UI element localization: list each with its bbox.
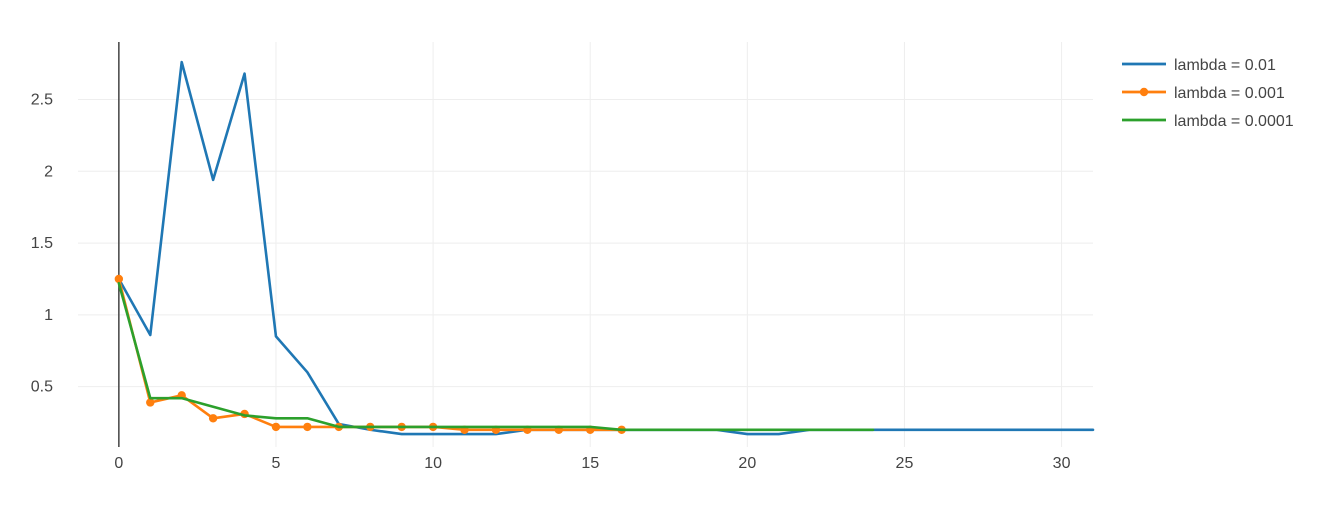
y-tick-label: 0.5	[31, 379, 53, 396]
x-tick-label: 30	[1053, 455, 1071, 472]
legend-item[interactable]: lambda = 0.0001	[1122, 113, 1294, 130]
data-point-marker	[114, 274, 124, 284]
legend[interactable]: lambda = 0.01 lambda = 0.001 lambda = 0.00…	[1122, 57, 1294, 130]
series-line-0	[117, 60, 1095, 436]
legend-label: lambda = 0.01	[1174, 57, 1276, 74]
legend-label: lambda = 0.0001	[1174, 113, 1294, 130]
y-tick-label: 1	[44, 307, 53, 324]
x-tick-label: 10	[424, 455, 442, 472]
series-line-2	[117, 281, 875, 432]
y-tick-label: 2	[44, 163, 53, 180]
grid-lines	[78, 42, 1093, 447]
data-point-marker	[146, 398, 155, 407]
data-point-marker	[208, 414, 218, 423]
x-tick-label: 25	[896, 455, 914, 472]
legend-label: lambda = 0.001	[1174, 85, 1285, 102]
legend-item[interactable]: lambda = 0.001	[1122, 85, 1285, 102]
x-tick-label: 20	[738, 455, 756, 472]
axes: 0 5 10 15 20 25 30 0.5 1 1.5 2 2.5	[31, 42, 1071, 472]
series-lines	[114, 60, 1095, 436]
x-tick-label: 5	[272, 455, 281, 472]
x-tick-label: 0	[114, 455, 123, 472]
data-point-marker	[303, 422, 312, 432]
y-tick-label: 2.5	[31, 91, 53, 108]
legend-marker	[1139, 87, 1149, 97]
data-point-marker	[271, 422, 281, 432]
legend-item[interactable]: lambda = 0.01	[1122, 57, 1276, 74]
series-line-1	[117, 277, 623, 432]
y-tick-label: 1.5	[31, 235, 53, 252]
x-tick-label: 15	[581, 455, 599, 472]
